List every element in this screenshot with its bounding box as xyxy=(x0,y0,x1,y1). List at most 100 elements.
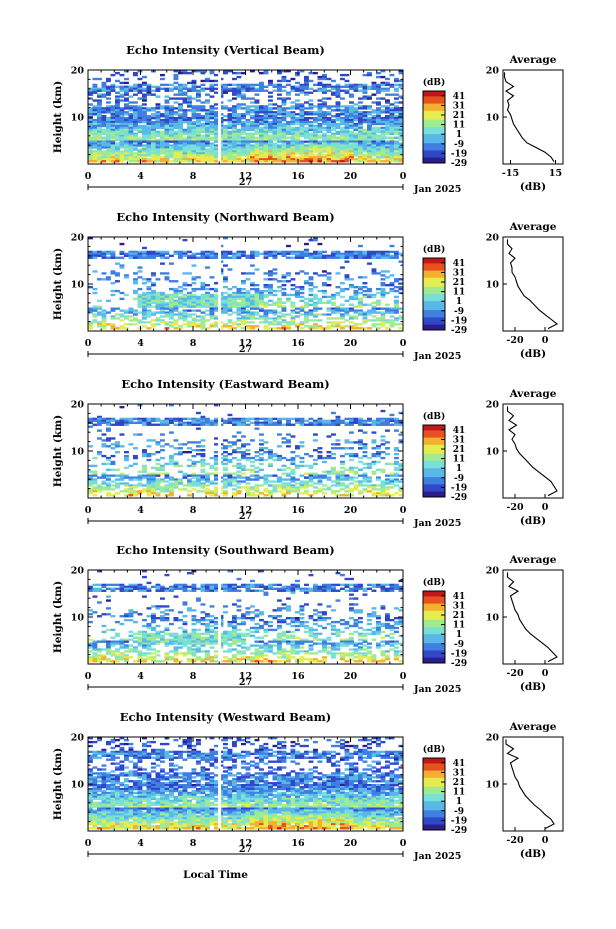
heatmap-cell xyxy=(205,130,210,134)
heatmap-cell xyxy=(223,150,228,153)
heatmap-cell xyxy=(389,423,395,426)
heatmap-cell xyxy=(88,160,93,163)
heatmap-cell xyxy=(250,486,255,489)
heatmap-cell xyxy=(115,91,120,94)
heatmap-cell xyxy=(331,468,336,471)
heatmap-cell xyxy=(367,423,372,426)
heatmap-cell xyxy=(299,445,305,448)
heatmap-cell xyxy=(214,124,219,128)
heatmap-cell xyxy=(394,148,399,151)
heatmap-cell xyxy=(110,124,116,128)
heatmap-cell xyxy=(358,482,363,485)
heatmap-cell xyxy=(115,113,120,116)
heatmap-cell xyxy=(317,419,323,423)
heatmap-cell xyxy=(164,311,170,314)
heatmap-cell xyxy=(335,419,341,423)
heatmap-cell xyxy=(214,297,219,301)
heatmap-cell xyxy=(272,152,278,155)
heatmap-cell xyxy=(308,148,314,151)
heatmap-cell xyxy=(254,158,260,161)
heatmap-cell xyxy=(110,109,116,112)
heatmap-cell xyxy=(142,301,147,304)
heatmap-cell xyxy=(241,309,246,312)
y-tick-label: 10 xyxy=(71,280,85,291)
heatmap-cell xyxy=(250,303,255,306)
heatmap-cell xyxy=(263,250,269,254)
heatmap-cell xyxy=(326,325,332,328)
heatmap-cell xyxy=(259,117,264,120)
heatmap-cell xyxy=(146,492,152,495)
heatmap-cell xyxy=(205,287,210,291)
heatmap-cell xyxy=(281,142,287,145)
heatmap-cell xyxy=(281,109,287,112)
heatmap-cell xyxy=(101,95,107,98)
heatmap-cell xyxy=(88,117,93,120)
heatmap-cell xyxy=(227,156,233,159)
heatmap-cell xyxy=(169,309,174,312)
heatmap-cell xyxy=(313,154,318,157)
heatmap-cell xyxy=(92,152,98,155)
heatmap-cell xyxy=(340,307,345,310)
heatmap-cell xyxy=(236,134,242,137)
heatmap-cell xyxy=(101,319,107,322)
heatmap-cell xyxy=(232,115,237,118)
colorbar-frame xyxy=(422,90,446,164)
heatmap-cell xyxy=(268,303,273,306)
heatmap-cell xyxy=(349,140,354,143)
heatmap-cell xyxy=(349,138,354,141)
colorbar-tick-label: 21 xyxy=(453,111,466,121)
heatmap-cell xyxy=(241,130,246,134)
heatmap-cell xyxy=(317,89,323,92)
heatmap-cell xyxy=(133,128,138,132)
heatmap-cell xyxy=(263,156,269,159)
heatmap-cell xyxy=(290,305,296,308)
heatmap-cell xyxy=(227,460,233,464)
heatmap-cell xyxy=(151,146,156,149)
heatmap-cell xyxy=(142,111,147,114)
heatmap-cell xyxy=(371,81,377,85)
heatmap-cell xyxy=(277,421,282,424)
heatmap-cell xyxy=(254,478,260,481)
colorbar-swatch xyxy=(423,96,445,99)
heatmap-cell xyxy=(268,452,273,456)
heatmap-cell xyxy=(124,113,129,116)
heatmap-cell xyxy=(254,140,260,143)
heatmap-cell xyxy=(236,419,242,423)
heatmap-cell xyxy=(169,478,174,481)
heatmap-cell xyxy=(317,158,323,161)
heatmap-cell xyxy=(142,419,147,423)
heatmap-cell xyxy=(268,250,273,254)
heatmap-cell xyxy=(299,87,305,90)
heatmap-cell xyxy=(389,482,395,485)
heatmap-cell xyxy=(119,156,125,159)
heatmap-cell xyxy=(110,154,116,157)
heatmap-cell xyxy=(191,464,197,468)
heatmap-cell xyxy=(313,144,318,147)
heatmap-cell xyxy=(88,309,93,312)
heatmap-cell xyxy=(317,134,323,137)
heatmap-cell xyxy=(106,299,111,303)
heatmap-cell xyxy=(164,315,170,318)
heatmap-cell xyxy=(290,148,296,151)
heatmap-cell xyxy=(182,317,188,320)
heatmap-cell xyxy=(106,85,111,89)
heatmap-cell xyxy=(205,476,210,479)
heatmap-cell xyxy=(236,490,242,493)
heatmap-cell xyxy=(196,452,201,456)
heatmap-cell xyxy=(295,158,300,161)
heatmap-cell xyxy=(322,138,327,141)
heatmap-cell xyxy=(173,87,179,90)
heatmap-cell xyxy=(331,295,336,299)
heatmap-cell xyxy=(214,136,219,139)
heatmap-cell xyxy=(304,117,309,120)
heatmap-cell xyxy=(398,148,404,151)
heatmap-cell xyxy=(263,126,269,130)
heatmap-cell xyxy=(178,93,183,96)
heatmap-cell xyxy=(155,478,161,481)
heatmap-cell xyxy=(151,452,156,456)
heatmap-cell xyxy=(281,70,287,73)
heatmap-cell xyxy=(331,256,336,259)
heatmap-cell xyxy=(286,130,291,134)
heatmap-cell xyxy=(133,280,138,283)
